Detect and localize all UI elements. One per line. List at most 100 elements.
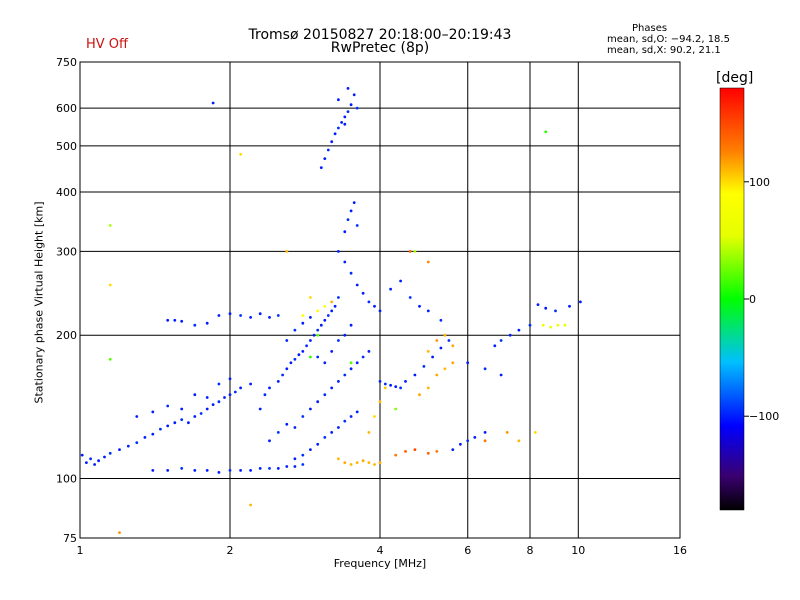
data-point <box>563 323 567 327</box>
data-point <box>326 148 330 152</box>
data-point <box>483 367 487 371</box>
data-point <box>439 346 443 350</box>
data-point <box>389 383 392 387</box>
y-tick-label: 100 <box>56 473 77 486</box>
data-point <box>337 250 340 253</box>
colorbar-tick-label: −100 <box>749 410 779 423</box>
data-point <box>276 380 280 383</box>
data-point <box>378 400 382 404</box>
data-point <box>349 367 353 371</box>
data-point <box>346 87 350 90</box>
data-point <box>293 457 297 461</box>
x-tick-label: 10 <box>571 544 585 557</box>
data-point <box>205 407 209 411</box>
data-point <box>367 300 371 304</box>
data-point <box>349 209 353 213</box>
data-point <box>435 373 439 377</box>
y-tick-label: 300 <box>56 245 77 258</box>
data-point <box>389 287 392 291</box>
data-point <box>408 296 412 299</box>
data-points <box>80 87 582 534</box>
y-tick-label: 600 <box>56 102 77 115</box>
data-point <box>239 469 243 472</box>
data-point <box>333 304 337 308</box>
data-point <box>394 453 398 457</box>
data-point <box>211 403 215 406</box>
colorbar-tick-label: 100 <box>749 176 770 189</box>
data-point <box>108 357 112 361</box>
data-point <box>355 106 359 110</box>
data-point <box>323 436 327 439</box>
data-point <box>268 467 271 470</box>
data-point <box>301 453 305 457</box>
data-point <box>309 407 312 411</box>
data-point <box>108 224 112 227</box>
data-point <box>118 531 121 534</box>
data-point <box>447 339 451 342</box>
data-point <box>80 453 84 457</box>
data-point <box>378 380 382 383</box>
data-point <box>285 465 289 468</box>
data-point <box>459 442 462 446</box>
data-point <box>316 355 320 359</box>
data-point <box>151 432 155 436</box>
data-point <box>355 410 359 414</box>
data-point <box>228 312 232 316</box>
data-point <box>367 461 371 464</box>
data-point <box>166 424 170 428</box>
data-point <box>285 339 289 342</box>
data-point <box>399 386 402 390</box>
data-point <box>443 333 447 337</box>
x-tick-label: 1 <box>77 544 84 557</box>
data-point <box>349 415 353 418</box>
data-point <box>326 314 330 317</box>
data-point <box>349 271 353 275</box>
data-point <box>337 98 340 102</box>
data-point <box>199 412 203 415</box>
stats-x-mode: mean, sd,X: 90.2, 21.1 <box>607 45 721 56</box>
data-point <box>239 152 243 156</box>
data-point <box>330 309 334 313</box>
axis-ticks: 1 2 4 6 8 10 16 75 100 200 300 400 500 600 750 <box>56 56 687 557</box>
data-point <box>439 318 443 322</box>
x-tick-label: 4 <box>377 544 384 557</box>
data-point <box>85 461 88 464</box>
data-point <box>268 386 271 390</box>
y-tick-label: 750 <box>56 56 77 69</box>
data-point <box>483 439 487 443</box>
data-point <box>544 130 548 134</box>
data-point <box>151 410 155 414</box>
data-point <box>180 418 184 421</box>
data-point <box>466 361 470 365</box>
data-point <box>413 373 417 377</box>
data-point <box>355 461 359 464</box>
data-point <box>173 421 177 425</box>
data-point <box>337 457 340 461</box>
data-point <box>293 357 297 361</box>
data-point <box>205 396 209 399</box>
data-point <box>352 93 356 97</box>
data-point <box>309 339 312 342</box>
data-point <box>343 373 347 377</box>
data-point <box>355 283 359 287</box>
data-point <box>426 386 430 390</box>
data-point <box>217 382 221 386</box>
data-point <box>343 419 347 423</box>
data-point <box>499 339 503 342</box>
data-point <box>135 441 139 444</box>
data-point <box>544 306 548 310</box>
data-point <box>579 300 582 304</box>
data-point <box>309 355 312 359</box>
data-point <box>103 455 106 459</box>
data-point <box>346 110 350 113</box>
data-point <box>337 380 340 383</box>
data-point <box>394 407 398 411</box>
data-point <box>316 333 320 337</box>
data-point <box>309 296 312 299</box>
data-point <box>301 415 305 418</box>
chart-subtitle: RwPretec (8p) <box>330 40 430 56</box>
data-point <box>285 367 289 371</box>
y-tick-label: 500 <box>56 140 77 153</box>
colorbar <box>719 87 745 511</box>
data-point <box>293 426 297 429</box>
